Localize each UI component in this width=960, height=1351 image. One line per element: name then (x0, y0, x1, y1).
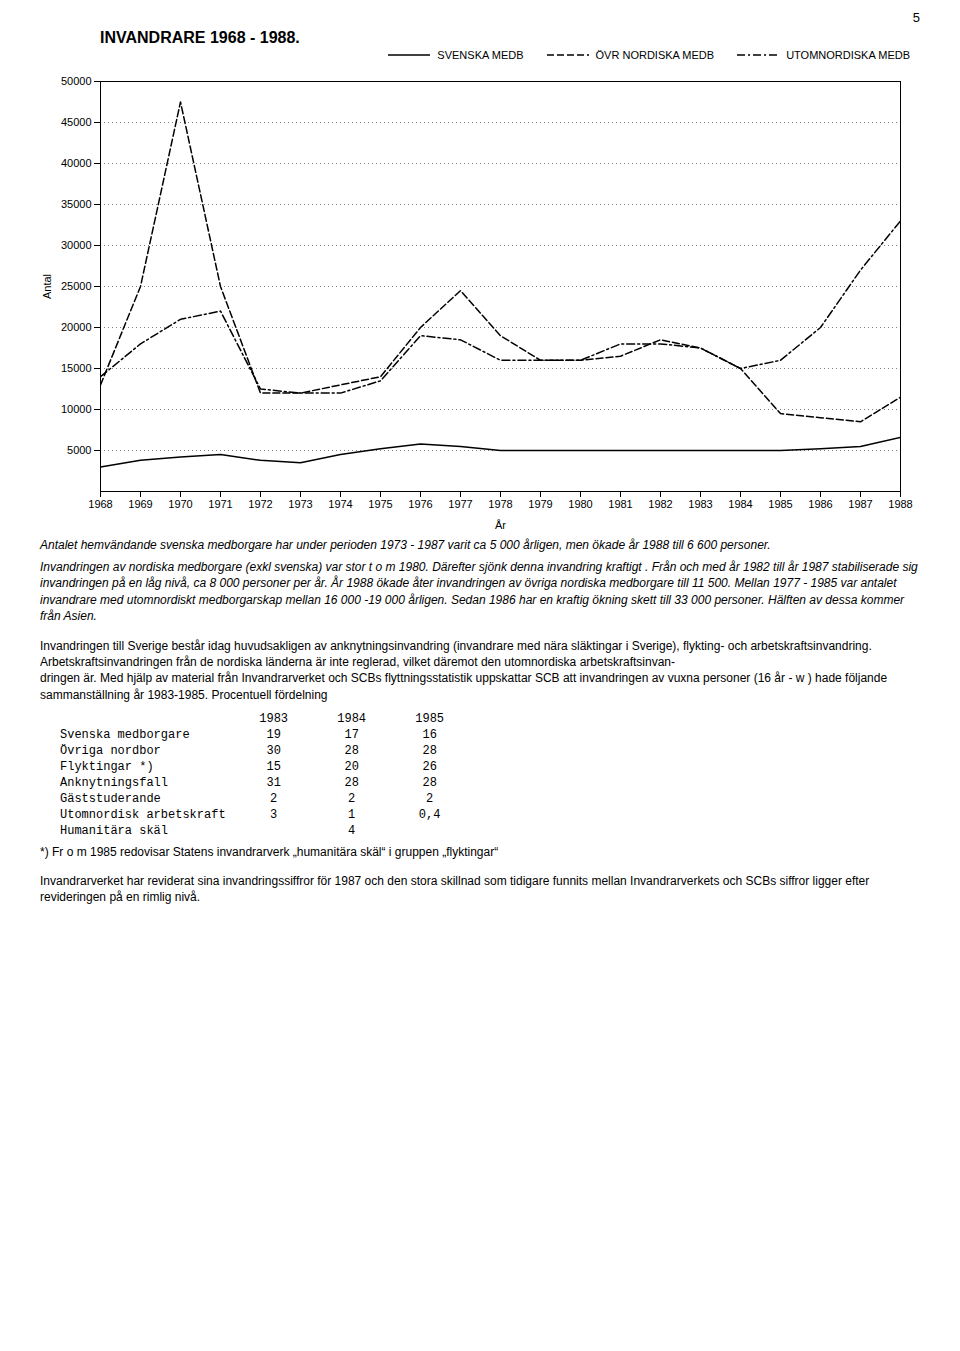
html-text:20: 20 (344, 759, 359, 774)
html-text:1984: 1984 (337, 711, 366, 726)
svg-text:1978: 1978 (488, 498, 512, 510)
svg-text:1972: 1972 (248, 498, 272, 510)
html-text:SVENSKA MEDB: SVENSKA MEDB (437, 49, 524, 61)
html-text:ÖVR NORDISKA MEDB: ÖVR NORDISKA MEDB (595, 49, 715, 61)
html-text:*) Fr o m 1985 redovisar State: *) Fr o m 1985 redovisar Statens invandr… (40, 844, 499, 859)
svg-text:1987: 1987 (848, 498, 872, 510)
svg-text:1975: 1975 (368, 498, 392, 510)
svg-text:1973: 1973 (288, 498, 312, 510)
svg-text:45000: 45000 (61, 116, 92, 128)
html-text:19: 19 (266, 727, 281, 742)
html-text:2: 2 (270, 791, 278, 806)
svg-text:1968: 1968 (88, 498, 112, 510)
svg-text:År: År (495, 519, 506, 531)
svg-text:1977: 1977 (448, 498, 472, 510)
html-text:28: 28 (344, 775, 359, 790)
html-text:30: 30 (266, 743, 281, 758)
svg-text:1984: 1984 (728, 498, 752, 510)
html-text:3: 3 (270, 807, 278, 822)
html-text:17: 17 (344, 727, 359, 742)
svg-text:1970: 1970 (168, 498, 192, 510)
svg-text:1983: 1983 (688, 498, 712, 510)
html-text:INVANDRARE 1968 - 1988.: INVANDRARE 1968 - 1988. (100, 29, 300, 46)
html-text:28: 28 (422, 743, 437, 758)
svg-text:1971: 1971 (208, 498, 232, 510)
html-text:Utomnordisk arbetskraft: Utomnordisk arbetskraft (60, 807, 226, 822)
html-text:Invandrarverket har reviderat: Invandrarverket har reviderat sina invan… (40, 873, 870, 904)
svg-text:1980: 1980 (568, 498, 592, 510)
html-text:2: 2 (426, 791, 434, 806)
html-text:Svenska medborgare: Svenska medborgare (60, 727, 190, 742)
svg-text:1985: 1985 (768, 498, 792, 510)
html-text:Invandringen av nordiska medbo: Invandringen av nordiska medborgare (exk… (40, 560, 918, 623)
html-text:Flyktingar *): Flyktingar *) (60, 759, 154, 774)
svg-text:20000: 20000 (61, 321, 92, 333)
svg-text:1976: 1976 (408, 498, 432, 510)
html-text:Antalet hemvändande svenska me: Antalet hemvändande svenska medborgare h… (40, 538, 771, 552)
svg-text:Antal: Antal (41, 274, 53, 299)
svg-text:1969: 1969 (128, 498, 152, 510)
svg-text:1982: 1982 (648, 498, 672, 510)
svg-text:50000: 50000 (61, 75, 92, 87)
html-text:1985: 1985 (415, 711, 444, 726)
svg-text:40000: 40000 (61, 157, 92, 169)
html-text:Övriga nordbor: Övriga nordbor (60, 743, 161, 758)
html-text:4: 4 (348, 823, 356, 838)
html-text:28: 28 (344, 743, 359, 758)
svg-text:1988: 1988 (888, 498, 912, 510)
html-text:16: 16 (422, 727, 437, 742)
svg-text:10000: 10000 (61, 403, 92, 415)
svg-text:35000: 35000 (61, 198, 92, 210)
svg-text:1979: 1979 (528, 498, 552, 510)
html-text:5: 5 (912, 10, 920, 25)
html-text:26: 26 (422, 759, 437, 774)
html-text:31: 31 (266, 775, 281, 790)
svg-text:1974: 1974 (328, 498, 352, 510)
html-text:Gäststuderande: Gäststuderande (60, 791, 161, 806)
svg-text:15000: 15000 (61, 362, 92, 374)
html-text:Humanitära skäl: Humanitära skäl (60, 823, 168, 838)
svg-text:5000: 5000 (67, 444, 91, 456)
svg-text:1986: 1986 (808, 498, 832, 510)
html-text:28: 28 (422, 775, 437, 790)
svg-text:1981: 1981 (608, 498, 632, 510)
html-text:2: 2 (348, 791, 356, 806)
svg-text:30000: 30000 (61, 239, 92, 251)
html-text:UTOMNORDISKA MEDB: UTOMNORDISKA MEDB (786, 49, 910, 61)
html-text:0,4: 0,4 (418, 807, 441, 822)
html-text:Anknytningsfall: Anknytningsfall (60, 775, 168, 790)
html-text:Invandringen till Sverige best: Invandringen till Sverige består idag hu… (40, 638, 888, 702)
svg-text:25000: 25000 (61, 280, 92, 292)
html-text:1983: 1983 (259, 711, 288, 726)
html-text:1: 1 (348, 807, 356, 822)
html-text:15: 15 (266, 759, 281, 774)
